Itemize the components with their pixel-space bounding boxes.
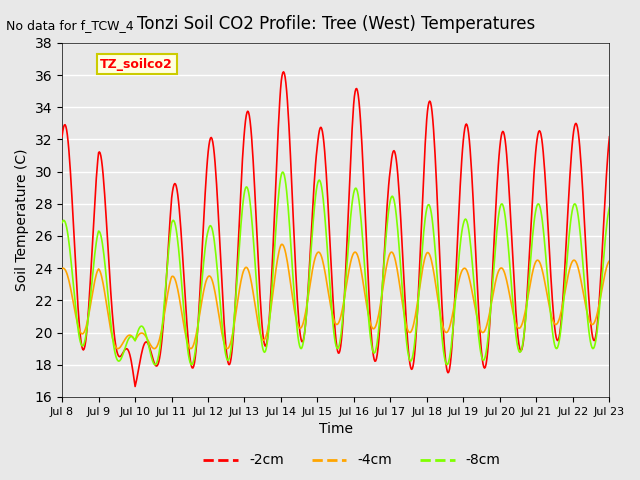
- Title: Tonzi Soil CO2 Profile: Tree (West) Temperatures: Tonzi Soil CO2 Profile: Tree (West) Temp…: [136, 15, 535, 33]
- X-axis label: Time: Time: [319, 422, 353, 436]
- Y-axis label: Soil Temperature (C): Soil Temperature (C): [15, 149, 29, 291]
- Text: TZ_soilco2: TZ_soilco2: [100, 58, 173, 71]
- Legend: -2cm, -4cm, -8cm: -2cm, -4cm, -8cm: [198, 448, 506, 473]
- Text: No data for f_TCW_4: No data for f_TCW_4: [6, 19, 134, 32]
